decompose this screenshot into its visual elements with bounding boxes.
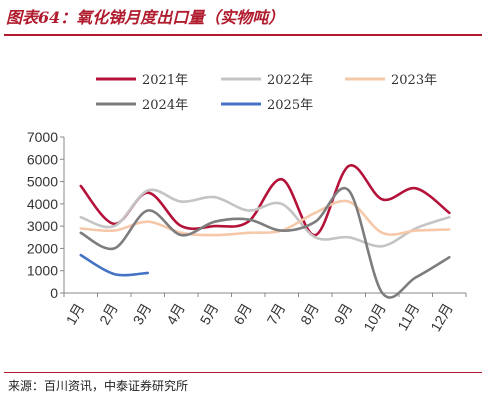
legend-label: 2023年: [391, 73, 437, 88]
x-tick-label: 8月: [297, 301, 322, 328]
chart-legend: 2021年 2022年 2023年 2024年 2025年: [96, 73, 437, 113]
y-tick-label: 3000: [27, 218, 58, 234]
y-tick-label: 4000: [27, 196, 58, 212]
x-tick-label: 6月: [230, 301, 255, 328]
series-line-2021年: [79, 164, 451, 237]
x-tick-label: 4月: [163, 301, 188, 328]
series-line-2023年: [79, 199, 451, 237]
source-note: 来源：百川资讯，中泰证券研究所: [8, 379, 189, 393]
chart-axes: 0 1000 2000 3000 4000 5000 6000 7000 1月 2月 3月 4月 5月 6…: [27, 129, 467, 335]
x-tick-label: 9月: [331, 301, 356, 328]
title-divider: [4, 34, 482, 36]
legend-label: 2024年: [142, 98, 188, 113]
y-tick-label: 2000: [27, 240, 58, 256]
legend-label: 2025年: [267, 98, 313, 113]
x-tick-label: 3月: [130, 301, 155, 328]
x-tick-label: 12月: [427, 301, 456, 335]
y-tick-label: 1000: [27, 263, 58, 279]
x-tick-label: 5月: [197, 301, 222, 328]
y-tick-label: 6000: [27, 151, 58, 167]
x-tick-label: 7月: [264, 301, 289, 328]
series-line-2025年: [79, 253, 150, 277]
source-divider: [4, 372, 482, 373]
series-line-2024年: [79, 186, 451, 299]
y-tick-label: 5000: [27, 174, 58, 190]
figure-title: 图表64：氧化锑月度出口量（实物吨）: [6, 8, 285, 27]
legend-label: 2021年: [142, 73, 188, 88]
legend-label: 2022年: [267, 73, 313, 88]
line-chart: 2021年 2022年 2023年 2024年 2025年 0 1000 2000 3000 4…: [27, 73, 467, 335]
x-tick-label: 2月: [96, 301, 121, 328]
y-tick-label: 7000: [27, 129, 58, 145]
x-tick-label: 1月: [63, 301, 88, 328]
x-tick-label: 10月: [360, 301, 389, 335]
series-line-2022年: [79, 188, 451, 248]
y-tick-label: 0: [50, 285, 58, 301]
chart-series: [79, 164, 451, 299]
x-tick-label: 11月: [394, 301, 422, 334]
